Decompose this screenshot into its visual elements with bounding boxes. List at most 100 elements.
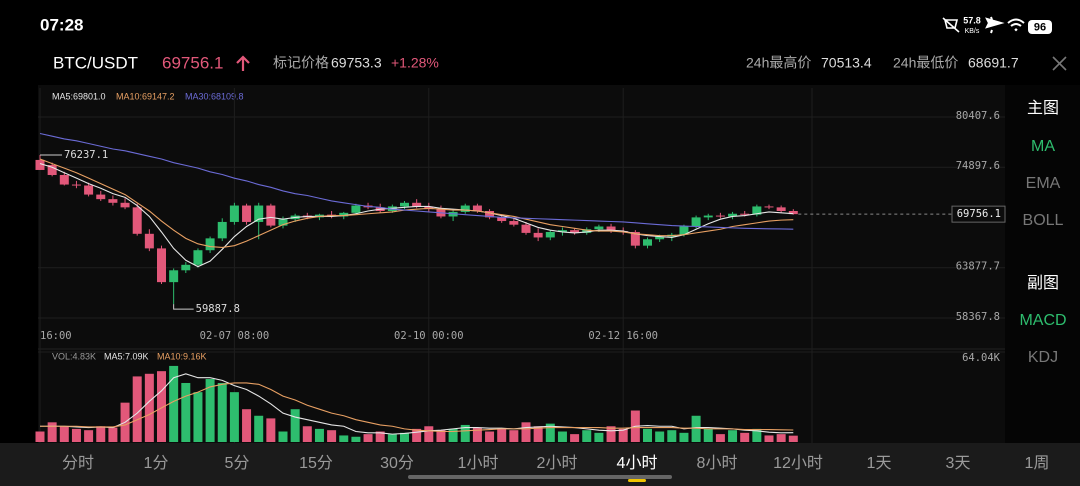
mark-label: 标记价格 — [273, 55, 329, 71]
close-button[interactable] — [1052, 56, 1067, 71]
volume-bar — [703, 428, 713, 442]
vol-legend: MA10:9.16K — [157, 351, 207, 361]
vol-legend: VOL:4.83K — [52, 351, 96, 361]
tab[interactable]: 3天 — [946, 455, 971, 472]
volume-bar — [655, 431, 665, 442]
tab[interactable]: 12小时 — [773, 454, 823, 472]
candle-body — [788, 211, 798, 215]
volume-bar — [667, 430, 677, 442]
tab[interactable]: 1小时 — [458, 454, 499, 472]
side-panel — [1005, 85, 1080, 443]
x-tick-label: 16:00 — [40, 330, 72, 342]
tab[interactable]: 分时 — [62, 454, 94, 472]
battery — [1028, 20, 1052, 34]
volume-bar — [351, 436, 361, 442]
high-label: 24h最高价 — [746, 55, 811, 71]
candle-body — [691, 217, 701, 227]
tab[interactable]: 1分 — [144, 454, 169, 472]
candle-body — [570, 230, 580, 233]
volume-bar — [108, 427, 118, 442]
candle-body — [169, 270, 179, 283]
volume-bar — [132, 376, 142, 442]
candle-body — [47, 164, 57, 175]
side-item[interactable]: KDJ — [1028, 349, 1058, 366]
volume-bar — [217, 382, 227, 442]
volume-bar — [448, 428, 458, 442]
tab-active[interactable]: 4小时 — [617, 454, 658, 472]
battery-level: 96 — [1034, 21, 1046, 33]
vol-legend: MA5:7.09K — [104, 351, 149, 361]
tab[interactable]: 8小时 — [697, 454, 738, 472]
candle-body — [630, 231, 640, 246]
side-title: 副图 — [1027, 274, 1059, 292]
candle-body — [679, 226, 689, 235]
ma-legend: MA10:69147.2 — [116, 91, 175, 101]
tab-underline — [628, 479, 646, 482]
ma-line — [39, 132, 794, 230]
volume-bar — [424, 426, 434, 442]
volume-bar — [47, 422, 57, 442]
volume-bar — [497, 428, 507, 442]
ma-line — [39, 163, 794, 268]
mark-price: 69753.3 — [331, 55, 382, 71]
tab[interactable]: 1周 — [1025, 455, 1050, 472]
candle-body — [728, 213, 738, 217]
volume-ma-line — [40, 382, 794, 433]
volume-bar — [618, 428, 628, 442]
candle-body — [472, 205, 482, 212]
side-item[interactable]: EMA — [1026, 175, 1061, 192]
candle-body — [606, 226, 616, 232]
y-tick-label: 74897.6 — [956, 160, 1000, 172]
volume-bar — [436, 430, 446, 442]
y-tick-label: 80407.6 — [956, 110, 1000, 122]
tab[interactable]: 1天 — [867, 455, 892, 472]
volume-bar — [788, 435, 798, 442]
volume-bar — [752, 428, 762, 442]
candle-body — [594, 226, 604, 230]
side-item[interactable]: MACD — [1019, 312, 1066, 329]
volume-bar — [96, 426, 106, 442]
candle-body — [229, 205, 239, 222]
candle-body — [715, 215, 725, 217]
high-label: 76237.1 — [64, 149, 108, 161]
side-item[interactable]: MA — [1031, 138, 1055, 155]
volume-bar — [679, 432, 689, 442]
status-icons: 57.8 KB/s 96 — [942, 15, 1052, 35]
volume-bar — [764, 435, 774, 442]
low-pointer — [173, 304, 194, 310]
tab[interactable]: 5分 — [225, 454, 250, 472]
y-tick-label: 58367.8 — [956, 311, 1000, 323]
tab[interactable]: 15分 — [299, 454, 333, 472]
volume-bar — [193, 392, 203, 442]
low-value: 68691.7 — [968, 55, 1019, 71]
volume-bar — [229, 392, 239, 442]
volume-bar — [472, 427, 482, 442]
candle-body — [242, 205, 252, 222]
x-tick-label: 02-12 16:00 — [588, 330, 658, 342]
price-tag — [951, 205, 1006, 223]
volume-bar — [606, 426, 616, 442]
airplane-icon — [985, 16, 1005, 34]
net-speed: 57.8 — [963, 15, 981, 25]
candle-body — [764, 206, 774, 208]
candle-body — [703, 215, 713, 218]
volume-bar — [290, 409, 300, 442]
candle-body — [266, 205, 276, 226]
tab[interactable]: 30分 — [380, 454, 414, 472]
side-item[interactable]: BOLL — [1023, 212, 1064, 229]
tab[interactable]: 2小时 — [537, 454, 578, 472]
volume-bar — [400, 432, 409, 442]
volume-bar — [387, 434, 397, 442]
high-value: 70513.4 — [821, 55, 872, 71]
up-arrow — [236, 55, 250, 71]
y-tick-label: 63877.7 — [956, 261, 1000, 273]
candle-body — [509, 221, 519, 225]
candle-body — [108, 199, 118, 203]
ma-line — [39, 158, 794, 249]
ma-legend: MA5:69801.0 — [52, 91, 106, 101]
candle-body — [400, 202, 409, 207]
volume-bar — [375, 431, 385, 442]
volume-bar — [740, 432, 750, 442]
volume-bar — [728, 430, 738, 442]
